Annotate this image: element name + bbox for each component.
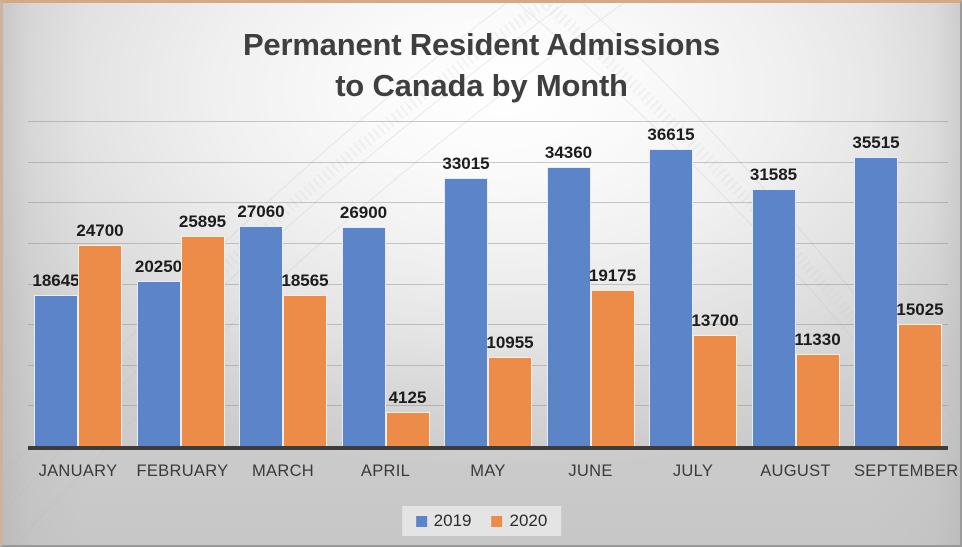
- bar-2019-march[interactable]: 27060: [237, 202, 285, 446]
- bar-value-label: 31585: [749, 165, 798, 185]
- gridline: [28, 161, 948, 163]
- bar-2020-february[interactable]: 25895: [179, 212, 226, 446]
- gridline: [28, 121, 948, 122]
- bar-group: 27060 18565: [237, 121, 329, 446]
- bar-value-label: 18645: [32, 270, 80, 290]
- bar-group: 26900 4125: [340, 121, 430, 446]
- gridline: [28, 283, 948, 285]
- bar-2020-june[interactable]: 19175: [589, 266, 636, 446]
- bar-value-label: 4125: [388, 388, 427, 408]
- bar-value-label: 20250: [134, 257, 183, 277]
- bar-value-label: 35515: [852, 133, 900, 153]
- bar-wrapper: 27060: [237, 121, 285, 446]
- bar-group: 35515 15025: [852, 121, 944, 446]
- x-axis-category-labels: JANUARY FEBRUARY MARCH APRIL MAY JUNE JULY AUGU…: [28, 462, 959, 481]
- legend-swatch-icon-2020: [491, 515, 503, 527]
- bar-2020-january[interactable]: 24700: [76, 221, 124, 446]
- bar-2020-may[interactable]: 10955: [486, 333, 534, 446]
- bar-wrapper: 26900: [340, 121, 387, 446]
- bar-wrapper: 25895: [179, 121, 226, 446]
- bar-2020-july[interactable]: 13700: [691, 311, 739, 446]
- category-label-september: SEPTEMBER: [854, 462, 959, 480]
- bar-value-label: 36615: [647, 124, 695, 144]
- bar-2019-february[interactable]: 20250: [135, 257, 182, 446]
- category-label-may: MAY: [470, 462, 506, 480]
- bar-2020-april[interactable]: 4125: [385, 388, 430, 446]
- category-label-june: JUNE: [568, 462, 613, 480]
- chart-legend: 2019 2020: [401, 506, 562, 536]
- category-label-february: FEBRUARY: [136, 462, 229, 480]
- bar-group: 36615 13700: [647, 121, 739, 446]
- bar-group: 20250 25895: [135, 121, 226, 446]
- legend-label: 2019: [433, 511, 472, 530]
- bar-value-label: 27060: [237, 202, 285, 222]
- bar-value-label: 13700: [691, 310, 739, 330]
- bar-wrapper: 34360: [545, 121, 592, 446]
- bar-wrapper: 18645: [32, 121, 80, 446]
- bar-2019-june[interactable]: 34360: [545, 143, 592, 446]
- legend-label: 2020: [509, 511, 548, 530]
- bar-wrapper: 18565: [281, 121, 329, 446]
- bar-group: 18645 24700: [32, 121, 124, 446]
- bar-group: 31585 11330: [750, 121, 841, 446]
- bar-wrapper: 4125: [385, 121, 430, 446]
- bar-value-label: 19175: [588, 266, 637, 286]
- bar-2020-august[interactable]: 11330: [794, 330, 841, 446]
- gridline: [28, 324, 948, 326]
- bar-value-label: 10955: [486, 333, 534, 352]
- bar-value-label: 33015: [442, 153, 490, 173]
- legend-item-2020[interactable]: 2020: [491, 511, 548, 531]
- bar-wrapper: 24700: [76, 121, 124, 446]
- bar-value-label: 24700: [76, 221, 124, 241]
- bar-wrapper: 36615: [647, 121, 695, 446]
- bar-2019-january[interactable]: 18645: [32, 271, 80, 446]
- bar-wrapper: 10955: [486, 121, 534, 446]
- bar-wrapper: 13700: [691, 121, 739, 446]
- bar-wrapper: 20250: [135, 121, 182, 446]
- bar-value-label: 26900: [339, 203, 388, 223]
- x-axis-line: [28, 446, 948, 450]
- bar-wrapper: 31585: [750, 121, 797, 446]
- chart-title: Permanent Resident Admissions to Canada …: [242, 27, 721, 103]
- bar-wrapper: 33015: [442, 121, 490, 446]
- legend-swatch-icon-2019: [415, 515, 427, 527]
- bar-wrapper: 19175: [589, 121, 636, 446]
- bar-2020-march[interactable]: 18565: [281, 271, 329, 446]
- category-label-april: APRIL: [360, 462, 411, 480]
- bar-2019-may[interactable]: 33015: [442, 154, 490, 446]
- bar-value-label: 11330: [794, 329, 841, 349]
- bar-value-label: 18565: [281, 271, 329, 291]
- plot-area: 18645 24700 20250 25895 27060 18565 26900 4125 3…: [28, 121, 948, 446]
- bar-2020-september[interactable]: 15025: [896, 300, 944, 446]
- bar-groups: 18645 24700 20250 25895 27060 18565 26900 4125 3…: [28, 121, 948, 446]
- bar-value-label: 34360: [544, 142, 593, 162]
- category-label-march: MARCH: [252, 462, 314, 480]
- bar-2019-august[interactable]: 31585: [750, 165, 797, 446]
- category-label-august: AUGUST: [760, 462, 831, 480]
- bar-value-label: 25895: [178, 211, 227, 231]
- bar-group: 34360 19175: [545, 121, 636, 446]
- legend-item-2019[interactable]: 2019: [415, 511, 472, 531]
- bar-2019-september[interactable]: 35515: [852, 133, 900, 446]
- bar-2019-april[interactable]: 26900: [340, 203, 387, 446]
- bar-2019-july[interactable]: 36615: [647, 125, 695, 446]
- bar-wrapper: 11330: [794, 121, 841, 446]
- bar-wrapper: 35515: [852, 121, 900, 446]
- gridline: [28, 202, 948, 204]
- bar-value-label: 15025: [896, 299, 944, 319]
- category-label-january: JANUARY: [38, 462, 118, 480]
- bar-group: 33015 10955: [442, 121, 534, 446]
- category-label-july: JULY: [672, 462, 714, 480]
- bar-wrapper: 15025: [896, 121, 944, 446]
- gridline: [28, 242, 948, 244]
